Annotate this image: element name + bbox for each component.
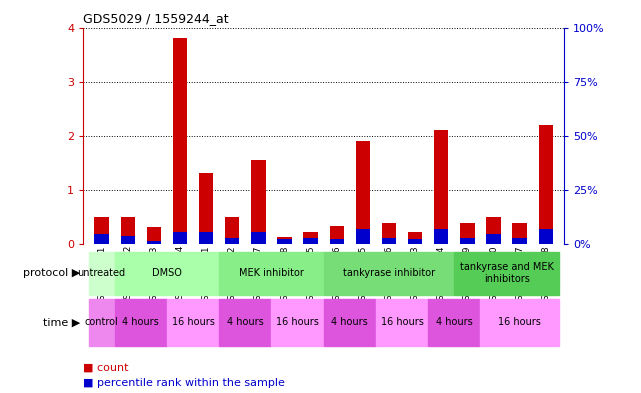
Bar [428, 299, 481, 346]
Bar [303, 232, 318, 244]
Text: tankyrase inhibitor: tankyrase inhibitor [343, 268, 435, 278]
Text: 16 hours: 16 hours [172, 317, 215, 327]
Text: protocol ▶: protocol ▶ [23, 268, 80, 278]
Bar [329, 226, 344, 244]
Bar [382, 223, 396, 244]
Bar [121, 235, 135, 244]
Bar [329, 239, 344, 244]
Bar [147, 241, 161, 244]
Bar [219, 252, 324, 295]
Bar [460, 238, 474, 244]
Bar [408, 232, 422, 244]
Bar [434, 228, 449, 244]
Bar [199, 173, 213, 244]
Bar [94, 217, 109, 244]
Bar [167, 299, 219, 346]
Bar [121, 217, 135, 244]
Bar [512, 223, 527, 244]
Bar [251, 160, 265, 244]
Bar [356, 141, 370, 244]
Text: control: control [85, 317, 119, 327]
Text: untreated: untreated [78, 268, 126, 278]
Bar [538, 125, 553, 244]
Bar [88, 299, 115, 346]
Bar [434, 130, 449, 244]
Text: 4 hours: 4 hours [331, 317, 368, 327]
Text: GDS5029 / 1559244_at: GDS5029 / 1559244_at [83, 12, 229, 25]
Text: 16 hours: 16 hours [381, 317, 424, 327]
Bar [376, 299, 428, 346]
Bar [487, 234, 501, 244]
Text: ■ count: ■ count [83, 362, 129, 373]
Bar [460, 223, 474, 244]
Bar [115, 299, 167, 346]
Bar [512, 238, 527, 244]
Text: 4 hours: 4 hours [436, 317, 472, 327]
Bar [356, 228, 370, 244]
Bar [382, 238, 396, 244]
Bar [94, 234, 109, 244]
Bar [538, 228, 553, 244]
Bar [219, 299, 271, 346]
Bar [147, 228, 161, 244]
Bar [251, 232, 265, 244]
Bar [225, 217, 240, 244]
Bar [408, 239, 422, 244]
Text: 16 hours: 16 hours [276, 317, 319, 327]
Bar [88, 252, 115, 295]
Bar [303, 238, 318, 244]
Text: 4 hours: 4 hours [227, 317, 263, 327]
Text: ■ percentile rank within the sample: ■ percentile rank within the sample [83, 378, 285, 388]
Text: 16 hours: 16 hours [498, 317, 541, 327]
Bar [173, 38, 187, 244]
Bar [199, 232, 213, 244]
Bar [487, 217, 501, 244]
Bar [324, 252, 454, 295]
Bar [454, 252, 559, 295]
Bar [278, 237, 292, 244]
Bar [481, 299, 559, 346]
Bar [115, 252, 219, 295]
Text: MEK inhibitor: MEK inhibitor [239, 268, 304, 278]
Text: tankyrase and MEK
inhibitors: tankyrase and MEK inhibitors [460, 263, 554, 284]
Text: 4 hours: 4 hours [122, 317, 159, 327]
Bar [225, 238, 240, 244]
Bar [173, 232, 187, 244]
Bar [324, 299, 376, 346]
Text: time ▶: time ▶ [43, 317, 80, 327]
Text: DMSO: DMSO [152, 268, 182, 278]
Bar [271, 299, 324, 346]
Bar [278, 239, 292, 244]
